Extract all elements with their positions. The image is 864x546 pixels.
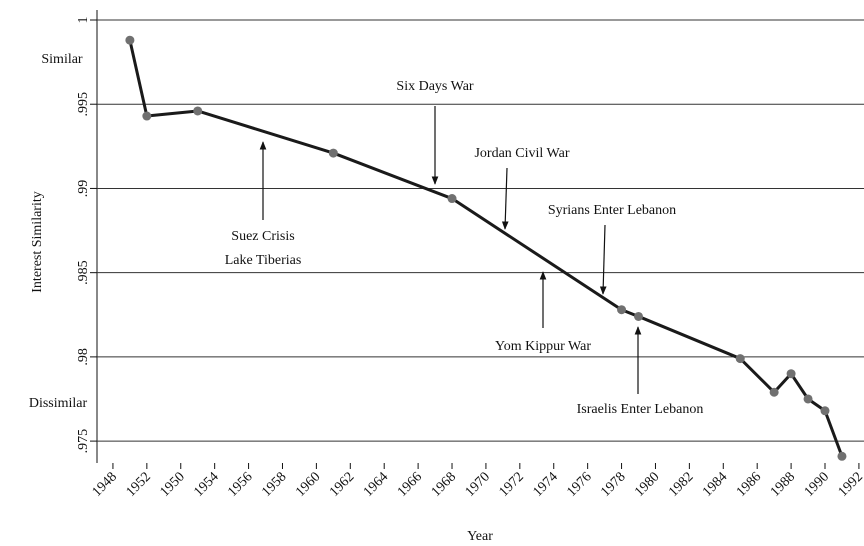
point — [193, 106, 203, 116]
y-tick-label: 1 — [76, 17, 91, 24]
x-tick-label: 1988 — [768, 469, 798, 499]
point — [125, 35, 135, 45]
x-tick-label: 1970 — [463, 469, 493, 499]
point — [447, 194, 457, 204]
y-tick-label: .99 — [76, 180, 91, 198]
x-tick-label: 1958 — [259, 469, 289, 499]
y-tick-label: .995 — [76, 92, 91, 117]
x-tick-label: 1950 — [157, 469, 187, 499]
y-axis-label: Interest Similarity — [30, 191, 45, 292]
x-tick-label: 1978 — [598, 469, 628, 499]
x-tick-label: 1948 — [90, 469, 120, 499]
x-tick-label: 1974 — [530, 469, 560, 499]
annotation-arrow — [599, 224, 607, 295]
x-tick-label: 1954 — [191, 469, 221, 499]
x-tick-label: 1986 — [734, 469, 764, 499]
x-tick-label: 1966 — [395, 469, 425, 499]
point — [837, 451, 847, 461]
point — [769, 387, 779, 397]
x-tick-label: 1992 — [836, 469, 864, 499]
x-tick-label: 1968 — [429, 469, 459, 499]
x-tick-label: 1956 — [225, 469, 255, 499]
x-tick-label: 1976 — [564, 469, 594, 499]
line — [128, 39, 844, 457]
y-tick-label: .975 — [76, 429, 91, 454]
point — [617, 305, 627, 315]
axis-note: Dissimilar — [29, 396, 88, 411]
point — [820, 406, 830, 416]
x-axis-label: Year — [467, 529, 493, 544]
x-tick-label: 1972 — [497, 469, 527, 499]
point — [634, 311, 644, 321]
annotation-arrow — [501, 167, 509, 230]
point — [786, 369, 796, 379]
x-tick-label: 1960 — [293, 469, 323, 499]
annotation: Syrians Enter Lebanon — [548, 203, 676, 218]
annotation: Yom Kippur War — [495, 339, 591, 354]
x-tick-label: 1964 — [361, 469, 391, 499]
x-tick-label: 1990 — [802, 469, 832, 499]
x-tick-label: 1980 — [632, 469, 662, 499]
point — [142, 111, 152, 121]
annotation: Suez Crisis — [231, 229, 294, 244]
y-tick-label: .98 — [76, 348, 91, 366]
annotation: Six Days War — [396, 79, 474, 94]
x-tick-label: 1952 — [124, 469, 154, 499]
y-tick-label: .985 — [76, 260, 91, 285]
annotation: Israelis Enter Lebanon — [577, 402, 704, 417]
annotation: Lake Tiberias — [225, 253, 302, 268]
point — [328, 148, 338, 158]
point — [803, 394, 813, 404]
x-tick-label: 1962 — [327, 469, 357, 499]
point — [735, 354, 745, 364]
x-tick-label: 1982 — [666, 469, 696, 499]
annotation: Jordan Civil War — [474, 146, 569, 161]
axis-note: Similar — [41, 52, 83, 67]
x-tick-label: 1984 — [700, 469, 730, 499]
